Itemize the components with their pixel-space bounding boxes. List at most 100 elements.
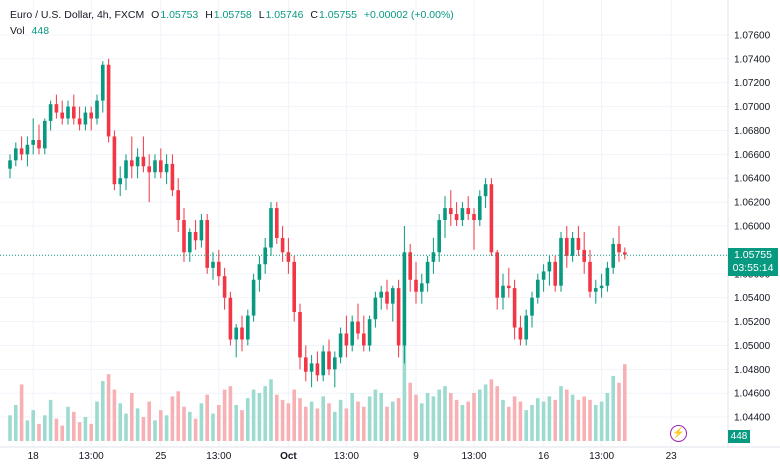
volume-bar (48, 399, 53, 441)
legend-line-1: Euro / U.S. Dollar, 4h, FXCM O1.05753 H1… (10, 7, 458, 23)
volume-bar (286, 403, 291, 441)
volume-bar (8, 415, 12, 441)
candle-body (367, 319, 372, 346)
x-tick-label: 13:00 (79, 451, 104, 462)
candle-body (530, 297, 534, 316)
volume-bar (153, 420, 157, 441)
volume-bar (344, 408, 349, 441)
candle-body (483, 184, 488, 197)
candle-body (246, 315, 250, 340)
y-tick-label: 1.06600 (734, 150, 771, 161)
volume-bar (182, 406, 186, 441)
open-value: 1.05753 (160, 9, 199, 21)
volume-bar (141, 417, 146, 441)
volume-bar (565, 389, 569, 441)
volume-bar (176, 391, 180, 441)
volume-bar (275, 394, 279, 441)
candle-body (547, 261, 552, 272)
x-tick-label: 9 (413, 451, 419, 462)
candle-body (501, 285, 505, 298)
candle-body (588, 261, 592, 292)
vol-label: Vol (10, 25, 25, 37)
volume-bar (408, 382, 412, 441)
volume-bar (396, 398, 401, 441)
volume-bar (472, 393, 476, 441)
volume-bar (251, 389, 256, 441)
candle-body (141, 156, 146, 167)
volume-bar (25, 420, 30, 441)
volume-bar (66, 406, 70, 441)
volume-bar (159, 410, 163, 441)
candle-body (182, 220, 186, 253)
candle-body (304, 357, 308, 372)
y-tick-label: 1.06800 (734, 126, 771, 137)
volume-bar (489, 379, 494, 441)
volume-bar (356, 401, 360, 441)
candle-body (193, 231, 198, 241)
low-label: L (258, 9, 265, 21)
candle-body (112, 136, 117, 185)
candle-body (582, 249, 586, 262)
volume-bar (280, 399, 285, 441)
volume-bar (222, 389, 227, 441)
candle-body (298, 312, 302, 358)
volume-bar (217, 405, 221, 441)
volume-bar (95, 401, 99, 441)
volume-bar (437, 389, 441, 441)
candle-body (553, 261, 557, 286)
symbol-title: Euro / U.S. Dollar, 4h, FXCM (10, 9, 145, 21)
volume-bar (547, 396, 552, 441)
volume-bar (495, 386, 499, 441)
candle-body (594, 288, 598, 292)
candle-body (130, 160, 134, 167)
volume-bar (327, 403, 331, 441)
volume-bar (350, 393, 354, 441)
candle-body (31, 140, 35, 145)
candle-body (617, 243, 621, 253)
volume-bar (576, 399, 581, 441)
candle-body (54, 104, 59, 113)
candle-body (420, 283, 424, 292)
y-tick-label: 1.07400 (734, 54, 771, 65)
candle-body (217, 261, 221, 277)
candle-body (240, 327, 244, 340)
candle-body (188, 231, 192, 253)
candle-body (263, 247, 267, 265)
candle-body (25, 144, 30, 155)
candle-body (211, 261, 215, 268)
volume-bar (541, 401, 546, 441)
candle-body (605, 267, 610, 286)
x-tick-label: Oct (280, 451, 297, 462)
volume-bar (112, 389, 117, 441)
volume-bar (333, 411, 337, 441)
candle-body (611, 243, 615, 268)
open-label: O (151, 9, 160, 21)
candle-body (425, 261, 430, 284)
candle-body (321, 351, 325, 376)
volume-bar (89, 423, 93, 441)
volume-bar (31, 410, 35, 441)
volume-bar (147, 401, 151, 441)
volume-bar (414, 394, 418, 441)
volume-bar (338, 399, 343, 441)
close-label: C (310, 9, 319, 21)
volume-bar (536, 398, 540, 441)
candle-body (570, 237, 575, 256)
volume-bar (205, 394, 209, 441)
candle-body (408, 252, 412, 280)
volume-bar (106, 374, 111, 441)
x-tick-label: 16 (538, 451, 550, 462)
candle-body (472, 214, 476, 221)
candle-body (66, 106, 70, 119)
volume-bar (188, 411, 192, 441)
lightning-icon[interactable]: ⚡ (670, 425, 687, 442)
volume-bar (77, 422, 82, 441)
close-value: 1.05755 (319, 9, 357, 21)
candle-body (402, 252, 407, 346)
candle-body (327, 351, 331, 370)
candle-body (72, 106, 76, 119)
volume-bar (507, 406, 511, 441)
candle-body (379, 291, 383, 298)
